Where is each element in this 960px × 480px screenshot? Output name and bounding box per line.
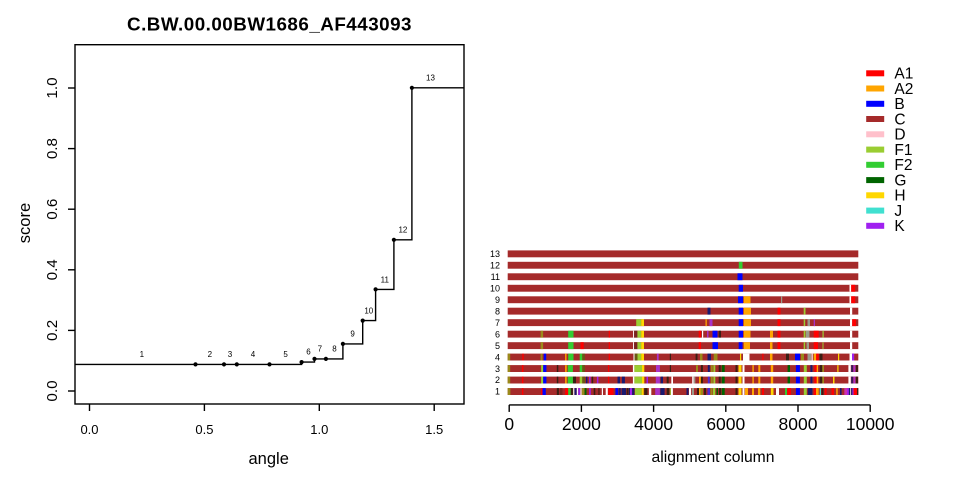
- svg-text:4000: 4000: [634, 414, 673, 434]
- svg-text:7: 7: [495, 318, 500, 328]
- svg-text:10: 10: [490, 283, 500, 293]
- svg-text:score: score: [16, 203, 34, 243]
- svg-text:0.6: 0.6: [44, 199, 61, 220]
- svg-text:D: D: [894, 127, 905, 144]
- svg-text:1.0: 1.0: [310, 422, 328, 437]
- svg-text:2000: 2000: [562, 414, 601, 434]
- svg-text:J: J: [894, 203, 902, 220]
- svg-text:0.8: 0.8: [44, 138, 61, 159]
- svg-text:1: 1: [495, 387, 500, 397]
- svg-text:10000: 10000: [846, 414, 895, 434]
- svg-text:0: 0: [504, 414, 514, 434]
- svg-text:0.4: 0.4: [44, 259, 61, 280]
- svg-text:6000: 6000: [706, 414, 745, 434]
- svg-text:9: 9: [495, 295, 500, 305]
- svg-text:2: 2: [495, 375, 500, 385]
- svg-text:5: 5: [283, 350, 288, 359]
- svg-text:angle: angle: [249, 450, 289, 468]
- svg-text:G: G: [894, 173, 906, 190]
- svg-text:0.0: 0.0: [44, 380, 61, 401]
- svg-text:10: 10: [364, 306, 373, 315]
- svg-text:8: 8: [332, 344, 337, 353]
- svg-text:A2: A2: [894, 81, 913, 98]
- svg-text:12: 12: [490, 260, 500, 270]
- svg-text:0.5: 0.5: [195, 422, 213, 437]
- svg-text:A1: A1: [894, 66, 913, 83]
- svg-text:12: 12: [398, 226, 407, 235]
- svg-text:C.BW.00.00BW1686_AF443093: C.BW.00.00BW1686_AF443093: [127, 13, 412, 34]
- svg-text:3: 3: [228, 350, 233, 359]
- svg-text:5: 5: [495, 341, 500, 351]
- svg-text:6: 6: [495, 329, 500, 339]
- svg-text:F1: F1: [894, 142, 912, 159]
- svg-text:F2: F2: [894, 157, 912, 174]
- svg-text:4: 4: [495, 352, 500, 362]
- svg-text:8000: 8000: [779, 414, 818, 434]
- svg-text:9: 9: [350, 329, 355, 338]
- svg-text:11: 11: [491, 272, 500, 282]
- svg-text:B: B: [894, 96, 904, 113]
- svg-text:8: 8: [495, 306, 500, 316]
- svg-text:C: C: [894, 111, 905, 128]
- svg-text:alignment column: alignment column: [652, 449, 775, 466]
- svg-text:3: 3: [495, 364, 500, 374]
- svg-text:13: 13: [490, 249, 500, 259]
- svg-text:7: 7: [318, 344, 323, 353]
- svg-text:6: 6: [306, 347, 311, 356]
- svg-text:11: 11: [381, 275, 390, 284]
- svg-text:1.0: 1.0: [44, 77, 61, 98]
- svg-text:2: 2: [208, 350, 213, 359]
- svg-text:K: K: [894, 218, 905, 235]
- svg-text:H: H: [894, 188, 905, 205]
- svg-text:0.2: 0.2: [44, 320, 61, 341]
- svg-text:4: 4: [251, 350, 256, 359]
- svg-text:0.0: 0.0: [80, 422, 98, 437]
- svg-text:1.5: 1.5: [425, 422, 443, 437]
- svg-text:13: 13: [426, 73, 435, 82]
- svg-text:1: 1: [140, 350, 145, 359]
